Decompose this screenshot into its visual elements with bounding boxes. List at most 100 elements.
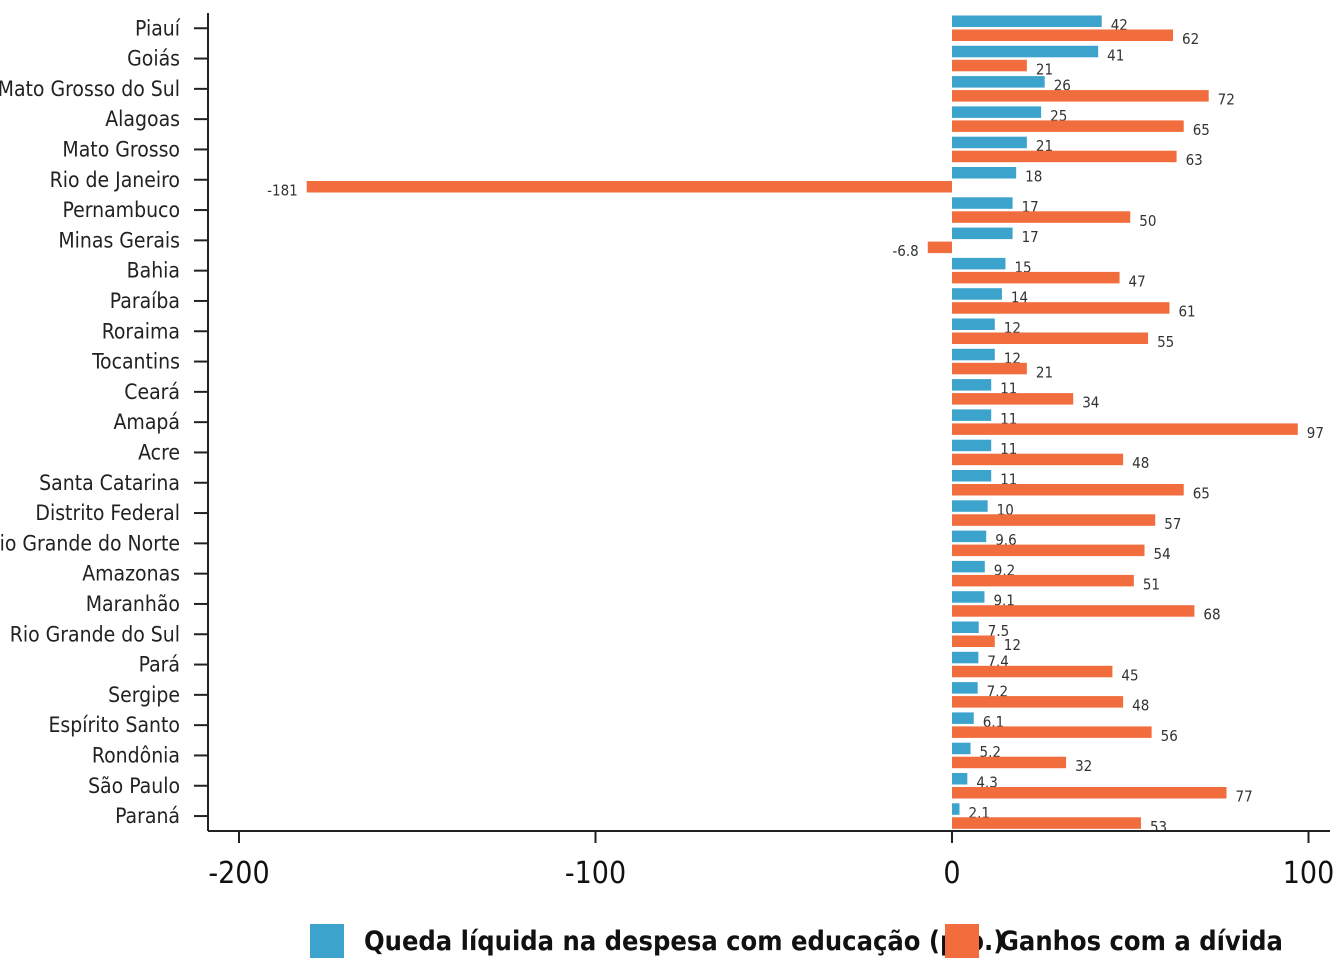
bar-debt-gains — [952, 59, 1027, 72]
y-tick-label: Espírito Santo — [48, 713, 180, 737]
bar-debt-gains — [952, 423, 1298, 435]
data-label: 65 — [1193, 485, 1210, 503]
y-tick-label: Mato Grosso do Sul — [0, 77, 180, 101]
bar-debt-gains — [952, 90, 1209, 102]
y-tick-label: Minas Gerais — [58, 228, 180, 252]
x-tick-label: -200 — [208, 856, 269, 891]
data-label: 21 — [1036, 363, 1053, 381]
legend: Queda líquida na despesa com educação (p… — [0, 918, 1333, 959]
bar-debt-gains — [952, 453, 1124, 466]
data-label: 57 — [1164, 515, 1181, 533]
bar-education — [952, 45, 1099, 58]
data-label: -181 — [267, 182, 298, 200]
bar-debt-gains — [952, 787, 1227, 799]
bar-education — [952, 470, 992, 482]
data-label: 48 — [1132, 697, 1149, 715]
x-tick-label: -100 — [565, 856, 626, 891]
data-label: 45 — [1121, 666, 1138, 684]
bar-debt-gains — [952, 271, 1120, 284]
bar-debt-gains — [952, 696, 1124, 708]
y-tick-label: Amapá — [114, 410, 180, 434]
data-label: 51 — [1143, 575, 1160, 593]
bar-education — [952, 560, 985, 573]
bar-debt-gains — [952, 665, 1113, 678]
bar-education — [952, 348, 995, 361]
bar-education — [952, 197, 1013, 209]
bar-education — [952, 773, 968, 785]
y-tick-label: Santa Catarina — [39, 471, 180, 495]
y-tick-label: Mato Grosso — [62, 137, 180, 161]
data-label: 53 — [1150, 818, 1167, 836]
data-label: 17 — [1022, 228, 1039, 246]
data-label: 47 — [1129, 272, 1146, 290]
y-tick-label: Rio Grande do Norte — [0, 531, 180, 555]
y-axis: Piauí Goiás Mato Grosso do Sul Alagoas Mato … — [0, 13, 209, 831]
bar-education — [952, 379, 992, 391]
y-tick-label: Rio de Janeiro — [50, 168, 180, 192]
y-tick-label: Ceará — [124, 380, 180, 404]
data-label: 56 — [1161, 727, 1178, 745]
data-label: 65 — [1193, 121, 1210, 139]
y-tick-label: Bahia — [127, 259, 180, 283]
bar-education — [952, 591, 985, 603]
data-label: 62 — [1182, 30, 1199, 48]
bar-debt-gains — [952, 544, 1145, 557]
bar-education — [952, 742, 971, 755]
y-tick-label: Pernambuco — [62, 198, 180, 222]
bar-debt-gains — [952, 605, 1195, 617]
bar-education — [952, 167, 1017, 179]
data-label: 50 — [1139, 212, 1156, 230]
bar-education — [952, 106, 1042, 118]
legend-label-debt: Ganhos com a dívida — [999, 925, 1283, 957]
legend-label-education: Queda líquida na despesa com educação (p… — [364, 925, 1005, 957]
x-tick-label: 100 — [1283, 856, 1333, 891]
bar-debt-gains — [306, 181, 952, 193]
data-label: 32 — [1075, 757, 1092, 775]
y-tick-label: Maranhão — [86, 592, 180, 616]
data-label: 63 — [1186, 151, 1203, 169]
bar-education — [952, 257, 1006, 270]
y-tick-label: Goiás — [127, 47, 180, 71]
x-tick-label: 0 — [943, 856, 960, 891]
legend-item-education: Queda líquida na despesa com educação (p… — [310, 924, 1004, 958]
data-label: 48 — [1132, 454, 1149, 472]
data-label: 97 — [1307, 424, 1324, 442]
y-tick-label: Paraná — [115, 804, 180, 828]
bar-debt-gains — [952, 211, 1131, 223]
bar-education — [952, 500, 988, 512]
bar-debt-gains — [952, 817, 1141, 829]
bar-debt-gains — [952, 635, 995, 647]
bar-education — [952, 530, 987, 543]
bar-debt-gains — [952, 726, 1152, 738]
bar-debt-gains — [952, 332, 1149, 344]
data-label: 61 — [1178, 303, 1195, 321]
data-label: 34 — [1082, 394, 1099, 412]
bar-education — [952, 682, 978, 694]
bars: 4262412126722565216318-181175017-6.81547… — [267, 15, 1324, 836]
bar-debt-gains — [952, 484, 1184, 496]
bar-education — [952, 803, 960, 815]
y-tick-label: Pará — [139, 653, 180, 677]
y-tick-label: São Paulo — [88, 774, 180, 798]
data-label: 55 — [1157, 333, 1174, 351]
y-tick-label: Alagoas — [105, 107, 180, 131]
bar-education — [952, 712, 974, 724]
bar-education — [952, 409, 992, 421]
legend-item-debt: Ganhos com a dívida — [945, 924, 1283, 958]
y-tick-label: Sergipe — [108, 683, 180, 707]
bar-debt-gains — [927, 241, 952, 254]
x-axis: -200 -100 0 100 — [208, 830, 1333, 891]
legend-swatch-education — [310, 924, 344, 958]
bar-debt-gains — [952, 29, 1174, 41]
y-tick-label: Rondônia — [92, 743, 180, 767]
bar-debt-gains — [952, 150, 1177, 163]
data-label: 72 — [1218, 91, 1235, 109]
y-tick-label: Rio Grande do Sul — [10, 622, 180, 646]
y-tick-label: Tocantins — [91, 350, 180, 374]
bar-debt-gains — [952, 120, 1184, 132]
legend-swatch-debt — [945, 924, 979, 958]
y-tick-label: Paraíba — [110, 289, 180, 313]
bar-education — [952, 439, 992, 452]
data-label: 41 — [1107, 46, 1124, 64]
